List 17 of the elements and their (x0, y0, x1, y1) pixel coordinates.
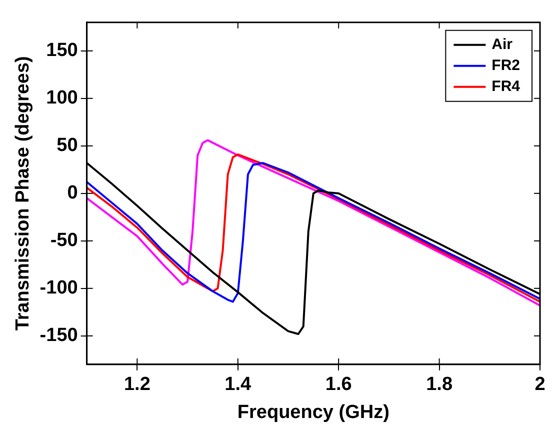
legend-label: FR4 (492, 78, 521, 96)
x-tick-label: 2 (534, 374, 546, 396)
x-axis-title: Frequency (GHz) (237, 402, 390, 423)
x-tick-label: 1.6 (325, 374, 352, 396)
y-tick-label: -50 (50, 230, 78, 252)
y-tick-label: 50 (56, 135, 78, 156)
y-tick-label: -100 (40, 278, 78, 299)
x-tick-label: 1.4 (224, 374, 252, 396)
x-tick-label: 1.2 (124, 374, 150, 396)
y-tick-label: 0 (67, 182, 78, 204)
y-axis-title: Transmission Phase (degrees) (12, 56, 34, 331)
x-tick-label: 1.8 (426, 374, 453, 396)
legend-label: FR2 (492, 57, 520, 74)
y-tick-label: -150 (40, 325, 78, 346)
y-tick-label: 150 (46, 40, 78, 62)
legend-label: Air (492, 36, 513, 54)
y-tick-label: 100 (46, 88, 78, 109)
